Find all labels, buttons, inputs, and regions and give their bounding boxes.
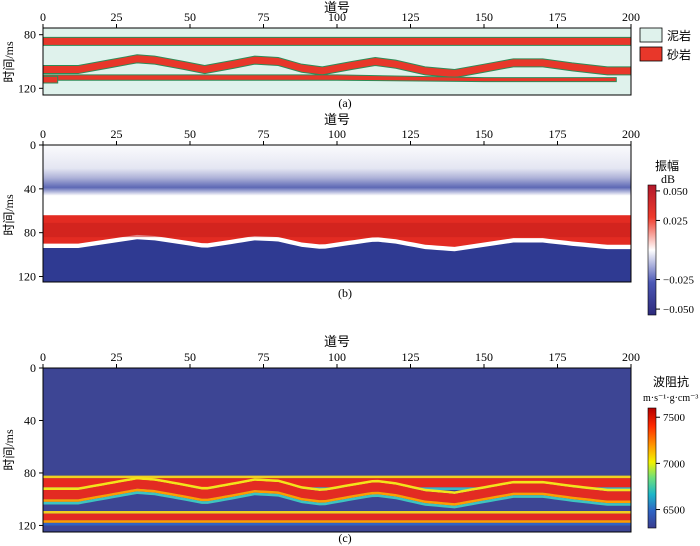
impedance-band bbox=[43, 475, 631, 479]
x-tick-label: 200 bbox=[622, 350, 640, 364]
panel-c-caption: (c) bbox=[338, 531, 351, 545]
x-tick-label: 175 bbox=[549, 350, 567, 364]
x-tick-label: 75 bbox=[258, 350, 270, 364]
colorbar-c-tick-label: 6500 bbox=[663, 505, 686, 517]
negative-amplitude-band bbox=[43, 238, 631, 282]
y-tick-label: 40 bbox=[24, 413, 36, 427]
x-tick-label: 125 bbox=[402, 127, 420, 141]
x-tick-label: 175 bbox=[549, 10, 567, 24]
x-tick-label: 25 bbox=[111, 350, 123, 364]
x-tick-label: 75 bbox=[258, 127, 270, 141]
impedance-band bbox=[43, 520, 631, 523]
x-tick-label: 50 bbox=[184, 10, 196, 24]
legend-swatch-sandstone bbox=[639, 46, 663, 62]
x-tick-label: 200 bbox=[622, 127, 640, 141]
upper-zero-band bbox=[43, 207, 631, 216]
panel-a-sand-layers bbox=[43, 36, 631, 84]
colorbar-b-unit: dB bbox=[661, 172, 675, 186]
x-tick-label: 100 bbox=[328, 350, 346, 364]
panel-a-caption: (a) bbox=[338, 96, 351, 110]
x-tick-label: 200 bbox=[622, 10, 640, 24]
colorbar-c-tick-label: 7500 bbox=[663, 412, 686, 424]
colorbar-b-title: 振幅 bbox=[655, 158, 679, 173]
colorbar-c-unit: m·s⁻¹·g·cm⁻³ bbox=[643, 393, 698, 404]
y-tick-label: 120 bbox=[18, 270, 36, 284]
y-tick-label: 80 bbox=[24, 226, 36, 240]
y-tick-label: 40 bbox=[24, 182, 36, 196]
x-tick-label: 175 bbox=[549, 127, 567, 141]
y-tick-label: 80 bbox=[24, 28, 36, 42]
x-tick-label: 125 bbox=[402, 10, 420, 24]
panel-b-plot bbox=[43, 145, 631, 282]
x-tick-label: 150 bbox=[475, 350, 493, 364]
sand-layer bbox=[43, 75, 59, 84]
panel-c-colorbar: 波阻抗 m·s⁻¹·g·cm⁻³ 7500 7000 6500 bbox=[643, 374, 698, 529]
panel-c-xlabel: 道号 bbox=[324, 334, 350, 349]
panel-a-xlabel: 道号 bbox=[324, 0, 350, 15]
sand-layer bbox=[43, 74, 617, 83]
x-tick-label: 0 bbox=[40, 127, 46, 141]
sand-layer bbox=[43, 36, 631, 46]
panel-c-background bbox=[43, 368, 631, 532]
impedance-band bbox=[43, 522, 631, 526]
legend-label-sandstone: 砂岩 bbox=[667, 47, 691, 62]
panel-a-ylabel: 时间/ms bbox=[2, 41, 16, 83]
x-tick-label: 100 bbox=[328, 127, 346, 141]
impedance-band bbox=[43, 479, 631, 504]
panel-c-axes: 0 25 50 75 100 125 150 175 200 0 40 80 120 bbox=[18, 350, 640, 532]
sand-layer bbox=[43, 54, 631, 79]
legend-label-mudstone: 泥岩 bbox=[667, 28, 691, 43]
positive-amplitude-core bbox=[43, 222, 631, 238]
impedance-band bbox=[43, 511, 631, 514]
colorbar-b-tick-label: 0.050 bbox=[663, 186, 688, 198]
panel-b-colorbar: 振幅 dB 0.050 0.025 −0.025 −0.050 bbox=[647, 158, 694, 316]
panel-b-xlabel: 道号 bbox=[324, 112, 350, 127]
panel-a-axes: 0 25 50 75 100 125 150 175 200 80 120 bbox=[18, 10, 640, 95]
panel-a: 0 25 50 75 100 125 150 175 200 80 120 道号 时间/ms 泥岩 … bbox=[2, 0, 691, 110]
y-tick-label: 0 bbox=[30, 361, 36, 375]
colorbar-b-tick-label: −0.025 bbox=[663, 275, 694, 287]
x-tick-label: 50 bbox=[184, 350, 196, 364]
legend-swatch-mudstone bbox=[639, 27, 663, 43]
colorbar-c-title: 波阻抗 bbox=[653, 374, 689, 389]
panel-b-caption: (b) bbox=[338, 286, 352, 300]
impedance-band bbox=[43, 513, 631, 521]
y-tick-label: 0 bbox=[30, 138, 36, 152]
y-tick-label: 120 bbox=[18, 81, 36, 95]
panel-c-impedance-field bbox=[43, 475, 631, 526]
colorbar-b-ticks: 0.050 0.025 −0.025 −0.050 bbox=[656, 186, 694, 316]
panel-b-amplitude-field bbox=[43, 207, 631, 282]
x-tick-label: 100 bbox=[328, 10, 346, 24]
x-tick-label: 0 bbox=[40, 10, 46, 24]
x-tick-label: 0 bbox=[40, 350, 46, 364]
colorbar-c-ticks: 7500 7000 6500 bbox=[656, 412, 686, 517]
x-tick-label: 150 bbox=[475, 127, 493, 141]
colorbar-c-tick-label: 7000 bbox=[663, 458, 686, 470]
colorbar-b-gradient bbox=[647, 184, 657, 316]
y-tick-label: 80 bbox=[24, 466, 36, 480]
colorbar-b-tick-label: −0.050 bbox=[663, 304, 694, 316]
panel-c-ylabel: 时间/ms bbox=[2, 429, 16, 471]
panel-c-plot bbox=[43, 368, 631, 532]
x-tick-label: 125 bbox=[402, 350, 420, 364]
y-tick-label: 120 bbox=[18, 518, 36, 532]
x-tick-label: 75 bbox=[258, 10, 270, 24]
colorbar-b-tick-label: 0.025 bbox=[663, 215, 688, 227]
panel-b-axes: 0 25 50 75 100 125 150 175 200 0 40 80 120 bbox=[18, 127, 640, 284]
panel-a-plot bbox=[43, 28, 631, 95]
panel-b-ylabel: 时间/ms bbox=[2, 194, 16, 236]
colorbar-c-gradient bbox=[647, 407, 657, 529]
x-tick-label: 25 bbox=[111, 10, 123, 24]
x-tick-label: 50 bbox=[184, 127, 196, 141]
panel-a-legend: 泥岩 砂岩 bbox=[639, 27, 691, 62]
x-tick-label: 150 bbox=[475, 10, 493, 24]
x-tick-label: 25 bbox=[111, 127, 123, 141]
